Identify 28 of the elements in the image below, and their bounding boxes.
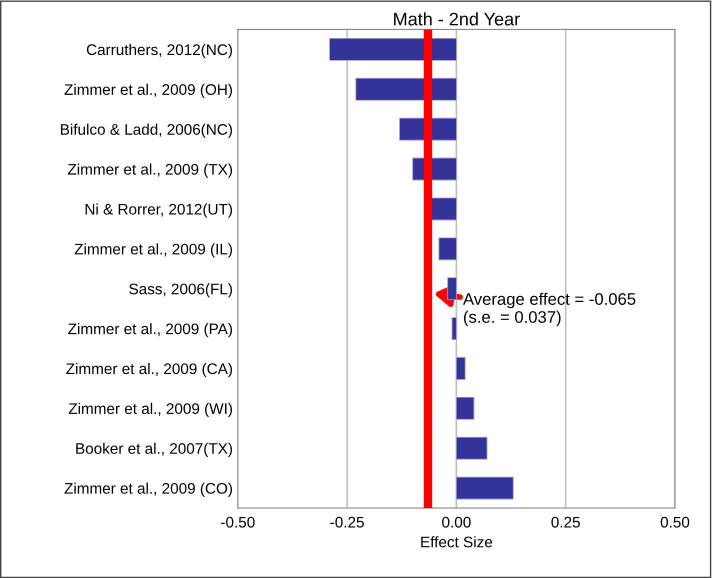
chart-title: Math - 2nd Year [394, 12, 520, 26]
y-tick-label: Sass, 2006(FL) [129, 283, 232, 298]
y-tick-label: Zimmer et al., 2009 (TX) [68, 164, 232, 178]
bar [452, 317, 457, 340]
x-tick-label: -0.25 [330, 516, 364, 528]
y-tick-label: Zimmer et al., 2009 (CA) [66, 362, 232, 378]
x-tick-label: 0.00 [442, 516, 471, 528]
bar [438, 237, 457, 260]
y-tick-label: Zimmer et al., 2009 (OH) [64, 84, 232, 98]
x-axis-title: Effect Size [421, 536, 492, 548]
y-tick-label: Booker et al., 2007(TX) [76, 442, 232, 457]
annotation: Average effect = -0.065 (s.e. = 0.037) [462, 292, 636, 326]
y-tick-label: Bifulco & Ladd, 2006(NC) [60, 124, 232, 138]
y-tick-label: Zimmer et al., 2009 (PA) [68, 323, 232, 338]
x-tick-label: 0.25 [551, 516, 580, 528]
y-tick-label: Zimmer et al., 2009 (IL) [74, 243, 232, 258]
bar [456, 357, 466, 380]
bar [355, 78, 457, 101]
y-tick-label: Ni & Rorrer, 2012(UT) [86, 203, 232, 218]
x-tick-label: -0.50 [221, 516, 255, 528]
bar [329, 38, 457, 61]
y-tick-label: Carruthers, 2012(NC) [86, 44, 232, 58]
bar [456, 436, 488, 460]
x-tick-label: 0.50 [660, 516, 690, 528]
y-tick-label: Zimmer et al., 2009 (WI) [68, 402, 232, 418]
bar [456, 476, 514, 500]
y-tick-label: Zimmer et al., 2009 (CO) [64, 482, 232, 497]
bar [456, 396, 474, 420]
